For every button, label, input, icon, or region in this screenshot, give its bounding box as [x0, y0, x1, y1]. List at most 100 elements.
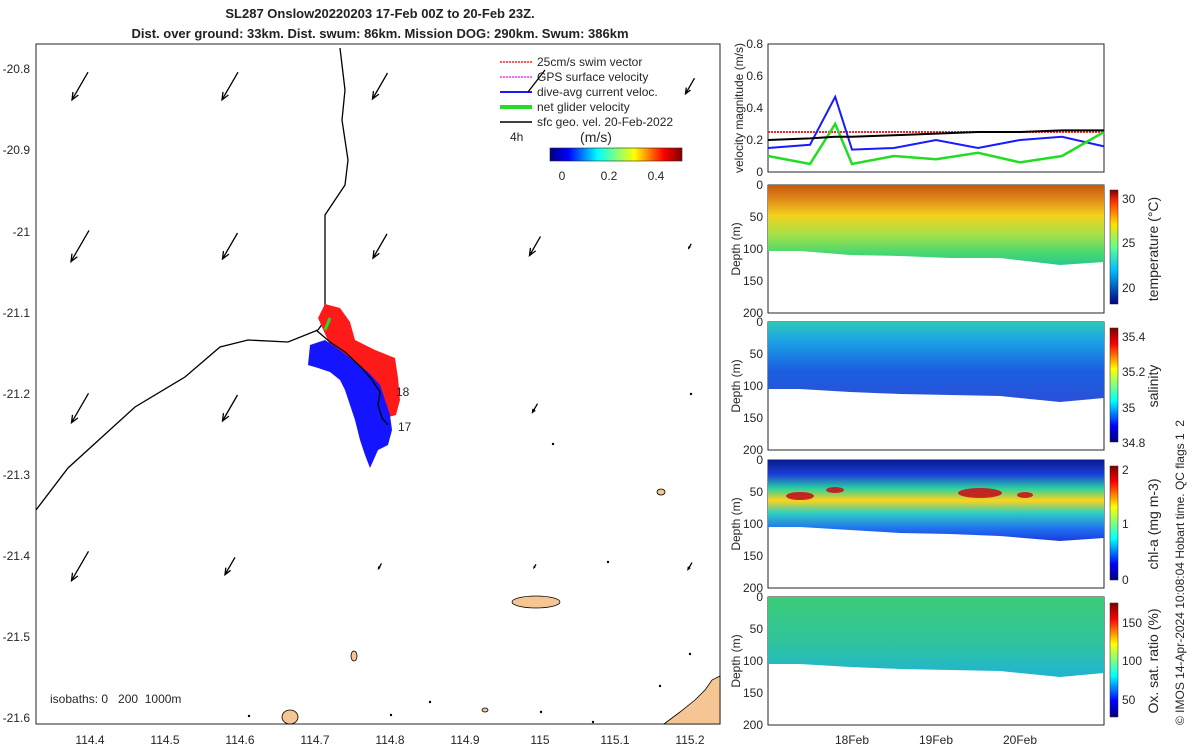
colorbar-tick: 35.2 [1122, 365, 1146, 379]
geo-arrow-head [687, 566, 691, 571]
day-label: 17 [398, 420, 412, 434]
lon-tick-label: 114.7 [300, 733, 329, 747]
section-ylabel: Depth (m) [729, 359, 743, 412]
section-ytick: 0 [756, 315, 763, 329]
chart-subtitle: Dist. over ground: 33km. Dist. swum: 86k… [131, 26, 629, 41]
section-ytick: 100 [743, 654, 763, 668]
islands [281, 488, 721, 725]
velocity-ylabel: velocity magnitude (m/s) [732, 43, 746, 173]
glider-track-segment [315, 329, 389, 426]
lon-tick-label: 114.4 [75, 733, 104, 747]
geo-velocity-arrows [70, 71, 696, 583]
temperature-section: Depth (m) 0 50 100 150 200 30 25 20 temp… [729, 178, 1161, 320]
velocity-series [767, 94, 1105, 166]
section-ytick: 50 [750, 622, 764, 636]
date-tick: 19Feb [919, 733, 953, 747]
geo-arrow-head [221, 250, 230, 261]
legend-label: GPS surface velocity [537, 70, 648, 84]
section-ytick: 0 [756, 453, 763, 467]
geo-arrow [71, 71, 89, 101]
section-ytick: 50 [750, 347, 764, 361]
geo-arrow-head [377, 566, 381, 571]
lat-tick-label: -21.5 [3, 630, 31, 644]
rock-dot [591, 720, 595, 724]
rock-dot [688, 652, 692, 656]
section-var-label: Ox. sat. ratio (%) [1145, 608, 1161, 713]
section-ytick: 50 [750, 485, 764, 499]
oxygen-section: Depth (m) 0 50 100 150 200 150 100 50 Ox… [729, 590, 1161, 732]
rock-dot [389, 713, 393, 717]
island [281, 709, 299, 725]
colorbar-tick: 35 [1122, 401, 1136, 415]
net-velocity-mark [323, 317, 332, 331]
geo-arrow-head [531, 408, 536, 414]
glider-track [35, 47, 349, 511]
geo-arrow-head [70, 572, 79, 583]
chla-patch [786, 492, 814, 500]
lat-tick-label: -21.3 [3, 468, 31, 482]
colorbar-tick: 35.4 [1122, 330, 1146, 344]
section-ytick: 100 [743, 242, 763, 256]
colorbar-tick: 0 [559, 169, 566, 183]
geo-arrow-head [528, 247, 537, 257]
lat-tick-label: -21.4 [3, 549, 31, 563]
rock-dot [551, 442, 555, 446]
colorbar-tick: 0 [1122, 573, 1129, 587]
speed-colorbar [549, 147, 683, 162]
velocity-axes-box [767, 43, 1105, 173]
section-colorbar [1109, 602, 1119, 718]
rocks [247, 392, 693, 724]
section-colorbar [1109, 189, 1119, 305]
lon-tick-label: 115.1 [600, 733, 629, 747]
lat-tick-label: -21.2 [3, 387, 31, 401]
section-ytick: 200 [743, 581, 763, 595]
lon-tick-label: 114.8 [375, 733, 404, 747]
geo-arrow [221, 394, 239, 422]
section-var-label: salinity [1145, 365, 1161, 408]
chla-patch [1017, 492, 1033, 498]
section-data-fill [768, 185, 1104, 265]
lat-tick-label: -21 [13, 225, 31, 239]
geo-arrow [684, 77, 696, 95]
lat-tick-label: -20.9 [3, 143, 31, 157]
geo-arrow-head [70, 253, 78, 264]
section-ylabel: Depth (m) [729, 222, 743, 275]
date-tick: 20Feb [1003, 733, 1037, 747]
section-colorbar [1109, 465, 1119, 581]
velocity-ytick: 0 [756, 165, 763, 179]
section-ytick: 0 [756, 178, 763, 192]
lon-tick-label: 115 [530, 733, 549, 747]
lon-tick-label: 114.9 [450, 733, 479, 747]
island [481, 707, 489, 713]
geo-arrow [70, 392, 90, 424]
section-ytick: 0 [756, 590, 763, 604]
rock-dot [539, 710, 543, 714]
rock-dot [689, 392, 693, 396]
lat-ticks: -20.8 -20.9 -21 -21.1 -21.2 -21.3 -21.4 … [3, 62, 31, 725]
velocity-panel: velocity magnitude (m/s) 0 0.2 0.4 0.6 0… [732, 37, 1105, 179]
island [511, 595, 561, 609]
colorbar-tick: 50 [1122, 693, 1136, 707]
legend-label: net glider velocity [537, 100, 630, 114]
section-ylabel: Depth (m) [729, 497, 743, 550]
geo-arrow-head [70, 414, 79, 425]
geo-arrow-head [371, 90, 380, 101]
section-ytick: 50 [750, 210, 764, 224]
velocity-ytick: 0.2 [746, 133, 763, 147]
colorbar-tick: 100 [1122, 654, 1142, 668]
section-ytick: 150 [743, 549, 763, 563]
time-scale-label: 4h [510, 130, 523, 144]
geo-arrow-head [71, 91, 79, 102]
section-ytick: 200 [743, 718, 763, 732]
rock-dot [658, 684, 662, 688]
geo-arrow-head [221, 412, 230, 423]
velocity-series-line [767, 94, 1105, 151]
section-var-label: temperature (°C) [1145, 197, 1161, 301]
geo-arrow-head [224, 567, 231, 577]
section-colorbar [1109, 327, 1119, 443]
section-ytick: 150 [743, 411, 763, 425]
geo-arrow-head [372, 250, 380, 260]
velocity-series-line [767, 129, 1104, 141]
chla-patch [826, 487, 844, 493]
